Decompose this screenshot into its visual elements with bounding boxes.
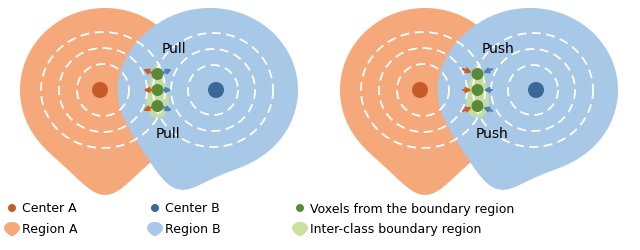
Polygon shape (118, 8, 298, 190)
Circle shape (92, 82, 108, 98)
Circle shape (296, 204, 304, 212)
Circle shape (152, 84, 163, 96)
Text: Region B: Region B (165, 222, 221, 235)
Circle shape (152, 68, 163, 80)
Text: Push: Push (481, 42, 515, 56)
Text: Center B: Center B (165, 202, 220, 215)
Circle shape (528, 82, 544, 98)
Polygon shape (4, 222, 20, 236)
Text: Push: Push (476, 127, 508, 141)
Circle shape (152, 100, 163, 112)
Circle shape (472, 68, 483, 80)
Circle shape (472, 84, 483, 96)
Circle shape (412, 82, 428, 98)
Polygon shape (146, 62, 169, 118)
Circle shape (8, 204, 16, 212)
Circle shape (208, 82, 224, 98)
Circle shape (151, 204, 159, 212)
Circle shape (472, 100, 483, 112)
Text: Center A: Center A (22, 202, 77, 215)
Text: Pull: Pull (156, 127, 180, 141)
Text: Region A: Region A (22, 222, 77, 235)
Polygon shape (340, 8, 515, 195)
Polygon shape (438, 8, 618, 190)
Polygon shape (292, 222, 308, 236)
Polygon shape (147, 222, 163, 236)
Text: Voxels from the boundary region: Voxels from the boundary region (310, 202, 515, 215)
Text: Inter-class boundary region: Inter-class boundary region (310, 222, 481, 235)
Polygon shape (20, 8, 195, 195)
Text: Pull: Pull (161, 42, 186, 56)
Polygon shape (466, 62, 489, 118)
